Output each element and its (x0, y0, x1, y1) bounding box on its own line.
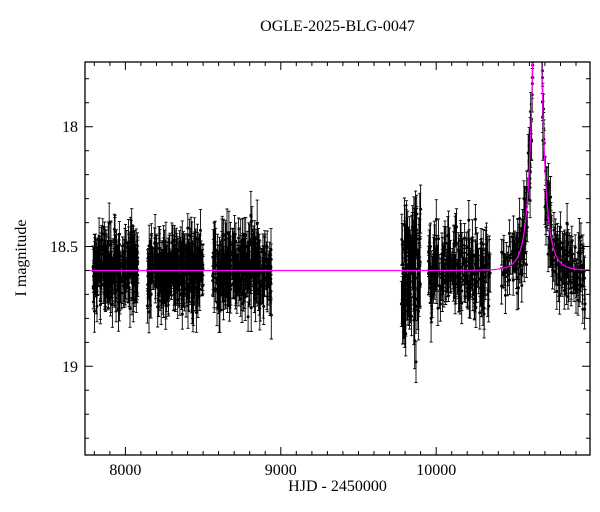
y-tick-label: 18 (62, 119, 78, 136)
error-bars (91, 62, 587, 384)
axis-ticks (85, 62, 590, 455)
x-tick-label: 10000 (416, 462, 456, 479)
plot-frame (84, 61, 591, 456)
chart-title: OGLE-2025-BLG-0047 (260, 18, 415, 35)
y-tick-label: 19 (62, 359, 78, 376)
x-tick-label: 8000 (109, 462, 141, 479)
x-tick-label: 9000 (265, 462, 297, 479)
y-tick-label: 18.5 (50, 239, 78, 256)
x-axis-label: HJD - 2450000 (288, 478, 387, 495)
data-points (91, 62, 587, 364)
model-curve (85, 62, 590, 272)
data-layer (85, 62, 590, 384)
